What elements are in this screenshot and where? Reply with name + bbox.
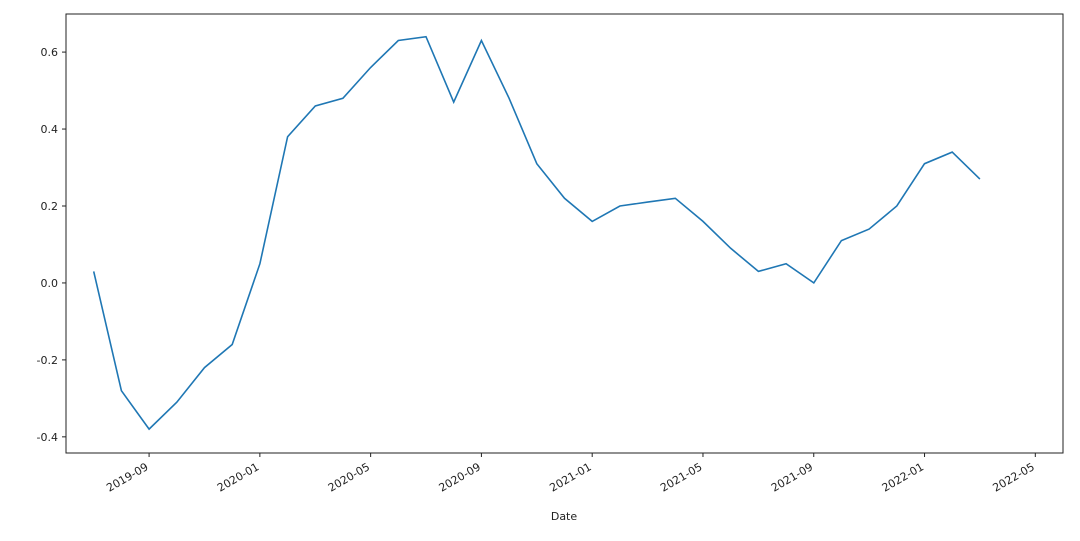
y-tick-label: -0.4 <box>37 431 58 444</box>
x-tick-label: 2020-01 <box>215 460 261 494</box>
y-tick-label: 0.6 <box>41 46 59 59</box>
y-tick-label: 0.2 <box>41 200 59 213</box>
line-series <box>92 35 981 431</box>
x-tick-label: 2020-05 <box>326 460 372 494</box>
y-tick-label: -0.2 <box>37 354 58 367</box>
x-tick-label: 2021-05 <box>658 460 704 494</box>
y-tick-label: 0.4 <box>41 123 59 136</box>
x-tick-label: 2020-09 <box>437 460 483 494</box>
x-tick-label: 2022-01 <box>880 460 926 494</box>
x-tick-label: 2019-09 <box>104 460 150 494</box>
plot-frame <box>65 13 1064 454</box>
x-tick-label: 2021-09 <box>769 460 815 494</box>
x-tick-label: 2022-05 <box>990 460 1036 494</box>
y-tick-label: 0.0 <box>41 277 59 290</box>
x-axis-label: Date <box>551 510 578 523</box>
x-tick-label: 2021-01 <box>547 460 593 494</box>
